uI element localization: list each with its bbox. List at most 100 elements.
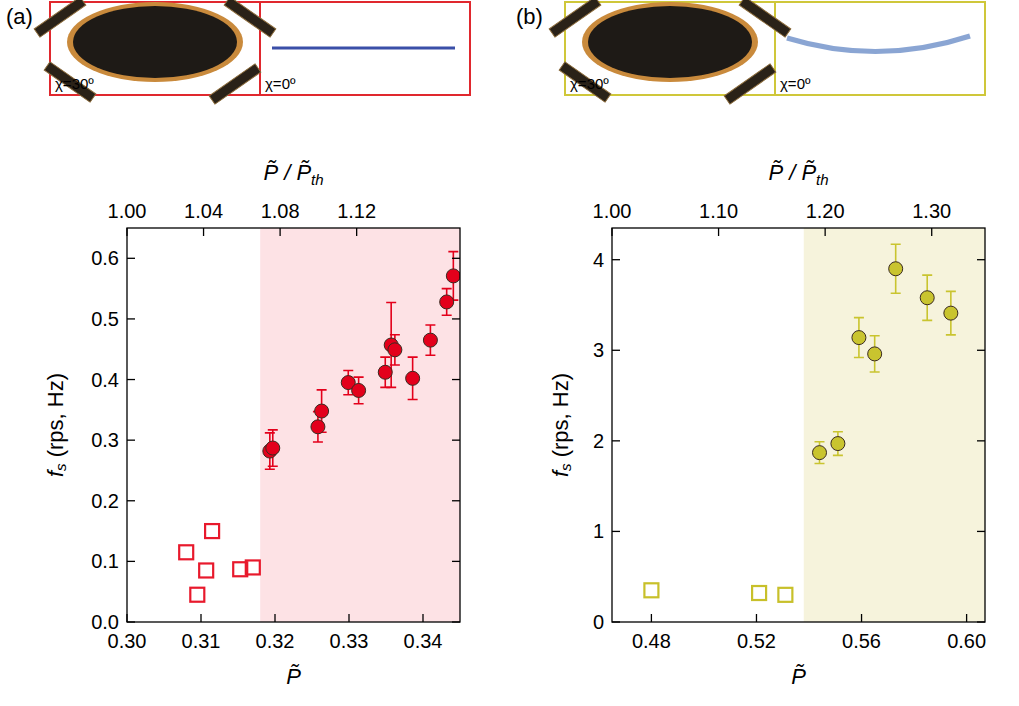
x-tick bbox=[651, 614, 652, 622]
plot-area bbox=[179, 228, 460, 622]
panel: (b)χ=30ºχ=0º0.480.520.560.601.001.101.20… bbox=[516, 0, 986, 689]
x-axis-title: P̃ bbox=[791, 664, 806, 689]
inset-label: χ=30º bbox=[570, 75, 609, 92]
x2-tick bbox=[356, 228, 357, 236]
marker-circle bbox=[920, 291, 934, 305]
x2-tick-label: 1.00 bbox=[108, 200, 147, 222]
x2-axis-title: P̃ / P̃th bbox=[768, 160, 828, 188]
y-axis-title: fs (rps, Hz) bbox=[548, 373, 574, 477]
x2-tick bbox=[126, 228, 127, 236]
x2-tick-label: 1.04 bbox=[184, 200, 223, 222]
x-tick-label: 0.60 bbox=[947, 630, 986, 652]
y-tick-label: 0.0 bbox=[91, 611, 119, 633]
marker-circle bbox=[311, 420, 325, 434]
y-tick-right bbox=[452, 500, 460, 501]
y-tick-right bbox=[977, 621, 985, 622]
y-tick-label: 2 bbox=[593, 430, 604, 452]
x2-tick bbox=[611, 228, 612, 236]
plot-frame bbox=[612, 228, 985, 622]
inset-frame bbox=[565, 2, 985, 95]
marker-circle bbox=[388, 343, 402, 357]
marker-square bbox=[190, 588, 204, 602]
plot-frame bbox=[127, 228, 460, 622]
x2-tick bbox=[718, 228, 719, 236]
marker-square bbox=[644, 583, 658, 597]
marker-circle bbox=[352, 383, 366, 397]
x-tick bbox=[274, 614, 275, 622]
marker-circle bbox=[852, 331, 866, 345]
inset-side-view bbox=[787, 36, 970, 52]
x2-tick bbox=[279, 228, 280, 236]
series bbox=[644, 583, 792, 602]
y-tick bbox=[127, 440, 135, 441]
y-tick-label: 0.3 bbox=[91, 429, 119, 451]
series bbox=[179, 524, 260, 602]
marker-circle bbox=[378, 365, 392, 379]
x-tick bbox=[422, 614, 423, 622]
series bbox=[263, 252, 460, 470]
marker-square bbox=[205, 524, 219, 538]
x2-tick-label: 1.12 bbox=[337, 200, 376, 222]
y-tick-right bbox=[977, 531, 985, 532]
y-tick-right bbox=[977, 440, 985, 441]
series bbox=[813, 244, 958, 463]
y-tick bbox=[612, 350, 620, 351]
marker-square bbox=[778, 588, 792, 602]
marker-circle bbox=[446, 269, 460, 283]
inset-label: χ=30º bbox=[55, 75, 94, 92]
y-tick bbox=[127, 561, 135, 562]
x-tick-label: 0.33 bbox=[330, 630, 369, 652]
marker-circle bbox=[889, 262, 903, 276]
marker-circle bbox=[813, 446, 827, 460]
y-tick bbox=[612, 259, 620, 260]
inset-disk-rim bbox=[67, 2, 243, 82]
x2-axis-title-sub: th bbox=[311, 171, 324, 188]
y-tick bbox=[612, 531, 620, 532]
x-tick-label: 0.52 bbox=[737, 630, 776, 652]
x2-axis-title-main: P̃ / P̃ bbox=[768, 160, 816, 185]
x-tick bbox=[126, 614, 127, 622]
marker-circle bbox=[406, 371, 420, 385]
y-tick bbox=[127, 621, 135, 622]
y-tick-right bbox=[452, 379, 460, 380]
inset: χ=30ºχ=0º bbox=[549, 0, 985, 104]
y-tick bbox=[127, 318, 135, 319]
x2-axis-title: P̃ / P̃th bbox=[263, 160, 323, 188]
y-tick-right bbox=[452, 561, 460, 562]
x-tick-label: 0.56 bbox=[842, 630, 881, 652]
inset-disk bbox=[73, 6, 237, 78]
y-tick-label: 0.4 bbox=[91, 369, 119, 391]
x-tick bbox=[966, 614, 967, 622]
y-tick-label: 0.1 bbox=[91, 550, 119, 572]
y-tick bbox=[612, 440, 620, 441]
inset-label: χ=0º bbox=[265, 75, 296, 92]
x2-axis-title-sub: th bbox=[816, 171, 829, 188]
marker-circle bbox=[868, 347, 882, 361]
inset-divider bbox=[259, 2, 261, 95]
x-tick bbox=[756, 614, 757, 622]
x2-tick bbox=[824, 228, 825, 236]
x2-tick bbox=[931, 228, 932, 236]
x-tick bbox=[861, 614, 862, 622]
shaded-region bbox=[804, 228, 985, 622]
inset-disk-rim bbox=[582, 2, 758, 82]
y-tick-label: 0.2 bbox=[91, 490, 119, 512]
x-tick-label: 0.48 bbox=[632, 630, 671, 652]
y-tick-label: 0.5 bbox=[91, 308, 119, 330]
inset-frame bbox=[50, 2, 470, 95]
y-tick-right bbox=[452, 621, 460, 622]
y-tick bbox=[127, 258, 135, 259]
marker-circle bbox=[831, 437, 845, 451]
inset-disk bbox=[588, 6, 752, 78]
y-tick-label: 0 bbox=[593, 611, 604, 633]
shaded-region bbox=[260, 228, 460, 622]
marker-circle bbox=[315, 404, 329, 418]
y-tick bbox=[612, 621, 620, 622]
y-axis-title: fs (rps, Hz) bbox=[43, 373, 69, 477]
marker-square bbox=[199, 563, 213, 577]
marker-circle bbox=[440, 295, 454, 309]
marker-circle bbox=[266, 441, 280, 455]
y-axis-title-rest: (rps, Hz) bbox=[43, 373, 68, 463]
panel-label: (a) bbox=[6, 4, 33, 29]
inset: χ=30º χ=0º bbox=[34, 0, 470, 104]
